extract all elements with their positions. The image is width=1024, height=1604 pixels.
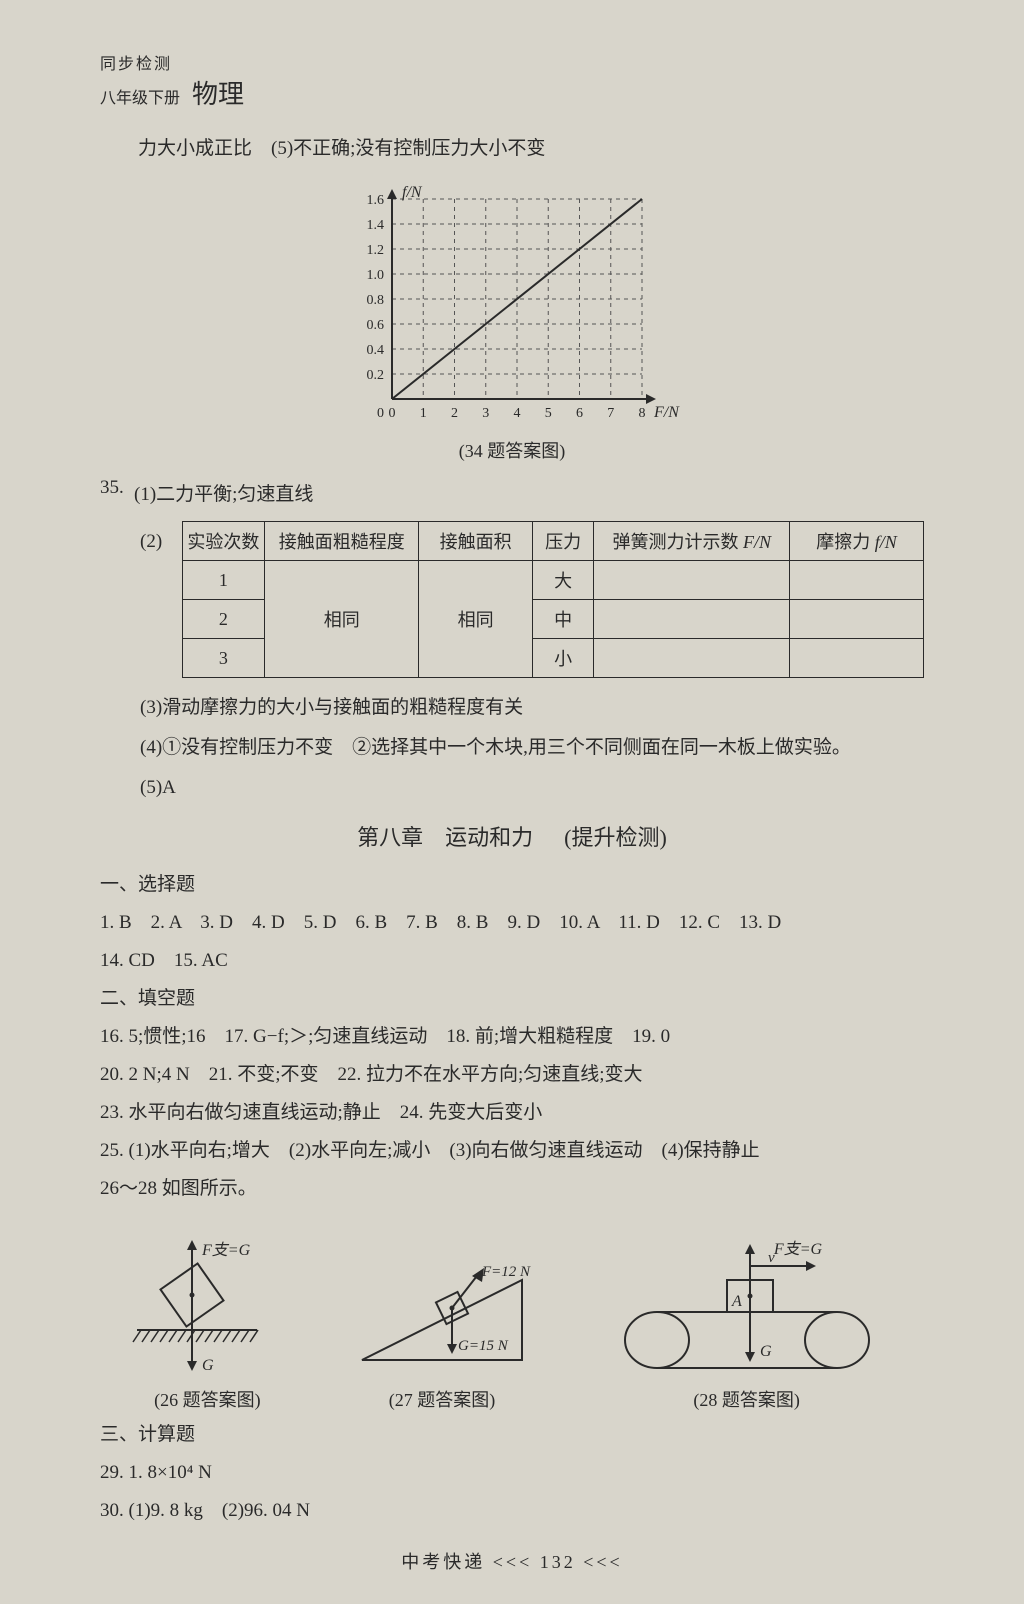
svg-text:1.2: 1.2 xyxy=(367,243,385,258)
q35-part4: (4)①没有控制压力不变 ②选择其中一个木块,用三个不同侧面在同一木板上做实验。 xyxy=(100,730,924,766)
svg-text:8: 8 xyxy=(639,406,646,421)
svg-text:0.2: 0.2 xyxy=(367,368,385,383)
q35-table: 实验次数接触面粗糙程度接触面积压力弹簧测力计示数 F/N摩擦力 f/N1相同相同… xyxy=(182,521,924,678)
svg-text:1.4: 1.4 xyxy=(367,218,385,233)
diagram-28-caption: (28 题答案图) xyxy=(693,1386,800,1412)
header-grade: 八年级下册 xyxy=(100,90,180,107)
svg-text:0: 0 xyxy=(389,406,396,421)
q35-number: 35. xyxy=(100,477,134,499)
svg-text:0.8: 0.8 xyxy=(367,293,385,308)
svg-text:5: 5 xyxy=(545,406,552,421)
section3-heading: 三、计算题 xyxy=(100,1416,924,1454)
top-answer-line: 力大小成正比 (5)不正确;没有控制压力大小不变 xyxy=(100,131,924,167)
diagram-26-svg: F支=G G xyxy=(127,1230,287,1380)
svg-text:G=15 N: G=15 N xyxy=(458,1338,509,1354)
svg-text:F支=G: F支=G xyxy=(201,1241,251,1259)
diagram-27-caption: (27 题答案图) xyxy=(389,1386,496,1412)
chapter-title: 第八章 运动和力 (提升检测) xyxy=(100,820,924,852)
section1-answers-14-15: 14. CD 15. AC xyxy=(100,942,924,980)
section2-l16: 16. 5;惯性;16 17. G−f;＞;匀速直线运动 18. 前;增大粗糙程… xyxy=(100,1018,924,1056)
svg-text:G: G xyxy=(202,1357,214,1374)
svg-text:4: 4 xyxy=(514,406,521,421)
section2-l23: 23. 水平向右做匀速直线运动;静止 24. 先变大后变小 xyxy=(100,1094,924,1132)
svg-text:1.6: 1.6 xyxy=(367,193,385,208)
svg-text:7: 7 xyxy=(607,406,614,421)
svg-text:f/N: f/N xyxy=(402,184,423,201)
diagram-28-svg: A F支=Gv G xyxy=(597,1230,897,1380)
svg-text:A: A xyxy=(731,1293,742,1310)
svg-text:0: 0 xyxy=(377,406,384,421)
chart-34: 0 1 2 3 4 5 6 7 8 0.2 0.4 0.6 0.8 1.0 1.2 1.4 1.6 0 f/N F/N xyxy=(100,179,924,429)
svg-text:G: G xyxy=(760,1343,772,1360)
svg-text:F支=G: F支=G xyxy=(773,1240,823,1258)
diagrams-row: F支=G G (26 题答案图) F=12 N G=15 N (27 题答案图) A… xyxy=(100,1230,924,1412)
svg-text:3: 3 xyxy=(482,406,489,421)
page-header: 同步检测 八年级下册 物理 xyxy=(100,50,924,111)
q35-part2-label: (2) xyxy=(140,521,182,553)
diagram-27-svg: F=12 N G=15 N xyxy=(342,1230,542,1380)
diagram-26-caption: (26 题答案图) xyxy=(154,1386,261,1412)
section1-heading: 一、选择题 xyxy=(100,866,924,904)
chart-34-caption: (34 题答案图) xyxy=(100,437,924,463)
section2-l26: 26～28 如图所示。 xyxy=(100,1170,924,1208)
chart-34-svg: 0 1 2 3 4 5 6 7 8 0.2 0.4 0.6 0.8 1.0 1.2 1.4 1.6 0 f/N F/N xyxy=(342,179,682,429)
header-series: 同步检测 xyxy=(100,50,924,74)
section3-l29: 29. 1. 8×10⁴ N xyxy=(100,1454,924,1492)
diagram-26: F支=G G (26 题答案图) xyxy=(127,1230,287,1412)
svg-text:F/N: F/N xyxy=(653,404,680,421)
page-footer: 中考快递 <<< 132 <<< xyxy=(100,1548,924,1574)
diagram-27: F=12 N G=15 N (27 题答案图) xyxy=(342,1230,542,1412)
diagram-28: A F支=Gv G (28 题答案图) xyxy=(597,1230,897,1412)
section2-l20: 20. 2 N;4 N 21. 不变;不变 22. 拉力不在水平方向;匀速直线;… xyxy=(100,1056,924,1094)
q35-part3: (3)滑动摩擦力的大小与接触面的粗糙程度有关 xyxy=(100,690,924,726)
section2-l25: 25. (1)水平向右;增大 (2)水平向左;减小 (3)向右做匀速直线运动 (… xyxy=(100,1132,924,1170)
svg-text:0.6: 0.6 xyxy=(367,318,385,333)
chapter-sub: (提升检测) xyxy=(564,825,667,850)
svg-text:6: 6 xyxy=(576,406,583,421)
section2-heading: 二、填空题 xyxy=(100,980,924,1018)
svg-text:1.0: 1.0 xyxy=(367,268,385,283)
svg-text:v: v xyxy=(768,1250,775,1266)
section3-l30: 30. (1)9. 8 kg (2)96. 04 N xyxy=(100,1492,924,1530)
svg-text:0.4: 0.4 xyxy=(367,343,385,358)
section1-answers-1-13: 1. B 2. A 3. D 4. D 5. D 6. B 7. B 8. B … xyxy=(100,904,924,942)
q35-part1: (1)二力平衡;匀速直线 xyxy=(134,477,924,513)
svg-text:1: 1 xyxy=(420,406,427,421)
svg-text:F=12 N: F=12 N xyxy=(481,1264,531,1280)
chapter-main: 第八章 运动和力 xyxy=(357,825,533,850)
header-subject: 物理 xyxy=(192,80,244,109)
svg-text:2: 2 xyxy=(451,406,458,421)
q35-part5: (5)A xyxy=(100,770,924,806)
